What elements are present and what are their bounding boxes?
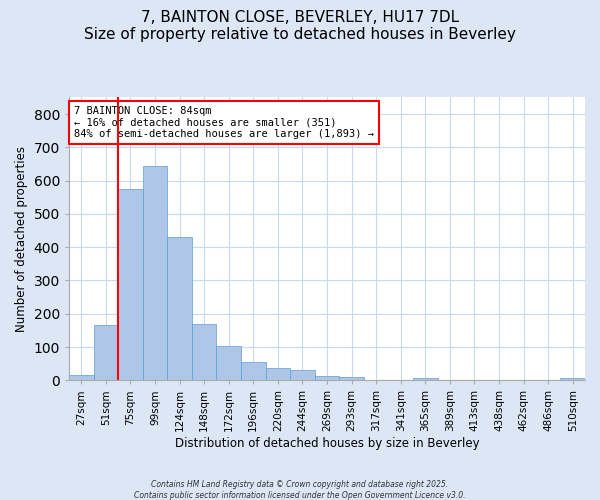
Bar <box>118 189 143 380</box>
Bar <box>266 368 290 380</box>
X-axis label: Distribution of detached houses by size in Beverley: Distribution of detached houses by size … <box>175 437 479 450</box>
Bar <box>94 326 118 380</box>
Text: 7 BAINTON CLOSE: 84sqm
← 16% of detached houses are smaller (351)
84% of semi-de: 7 BAINTON CLOSE: 84sqm ← 16% of detached… <box>74 106 374 139</box>
Bar <box>413 378 437 380</box>
Text: 7, BAINTON CLOSE, BEVERLEY, HU17 7DL
Size of property relative to detached house: 7, BAINTON CLOSE, BEVERLEY, HU17 7DL Siz… <box>84 10 516 42</box>
Text: Contains HM Land Registry data © Crown copyright and database right 2025.
Contai: Contains HM Land Registry data © Crown c… <box>134 480 466 500</box>
Bar <box>314 376 339 380</box>
Bar <box>167 237 192 380</box>
Bar <box>192 324 217 380</box>
Y-axis label: Number of detached properties: Number of detached properties <box>15 146 28 332</box>
Bar <box>339 377 364 380</box>
Bar <box>241 362 266 380</box>
Bar <box>69 374 94 380</box>
Bar <box>143 166 167 380</box>
Bar <box>560 378 585 380</box>
Bar <box>217 346 241 380</box>
Bar <box>290 370 314 380</box>
